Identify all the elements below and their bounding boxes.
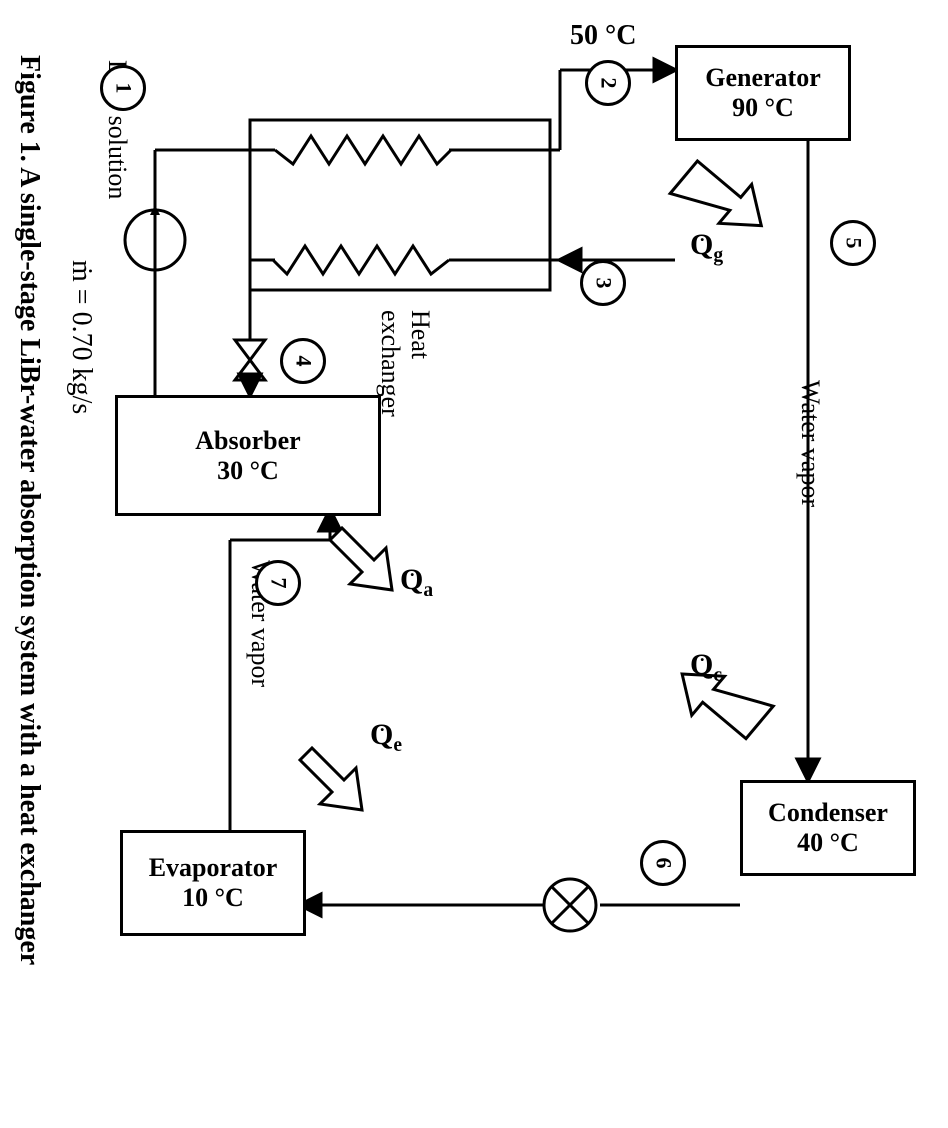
condenser-temp: 40 °C [797,828,859,858]
temp-50-label: 50 °C [570,20,636,52]
evaporator-temp: 10 °C [182,883,244,913]
state-node-4: 4 [280,338,326,384]
qc-label: . Qc [690,650,722,686]
qg-label: . Qg [690,230,723,266]
hx-label: Heat exchanger [375,310,435,417]
condenser-name: Condenser [768,798,888,828]
valve-icon [235,340,265,380]
state-node-1: 1 [100,65,146,111]
diagram-svg [0,0,948,1128]
figure-caption: Figure 1. A single-stage LiBr-water abso… [13,55,45,965]
qe-arrow-icon [300,748,362,810]
water-vapor-5-label: Water vapor [795,380,825,507]
qa-label: . Qa [400,565,433,601]
state-node-5: 5 [830,220,876,266]
qe-label: . Qe [370,720,402,756]
throttle-valve-icon [544,879,596,931]
absorber-box: Absorber 30 °C [115,395,381,516]
generator-temp: 90 °C [732,93,794,123]
state-node-3: 3 [580,260,626,306]
generator-name: Generator [705,63,821,93]
state-node-7: 7 [255,560,301,606]
evaporator-name: Evaporator [149,853,278,883]
condenser-box: Condenser 40 °C [740,780,916,876]
generator-box: Generator 90 °C [675,45,851,141]
qa-arrow-icon [330,528,392,590]
state-node-2: 2 [585,60,631,106]
absorber-temp: 30 °C [217,456,279,486]
evaporator-box: Evaporator 10 °C [120,830,306,936]
absorber-name: Absorber [195,426,300,456]
diagram-stage: Generator 90 °C Condenser 40 °C Evaporat… [0,0,948,1128]
mass-flow-label: ṁ = 0.70 kg/s [65,260,97,414]
state-node-6: 6 [640,840,686,886]
qg-arrow-icon [668,156,762,233]
